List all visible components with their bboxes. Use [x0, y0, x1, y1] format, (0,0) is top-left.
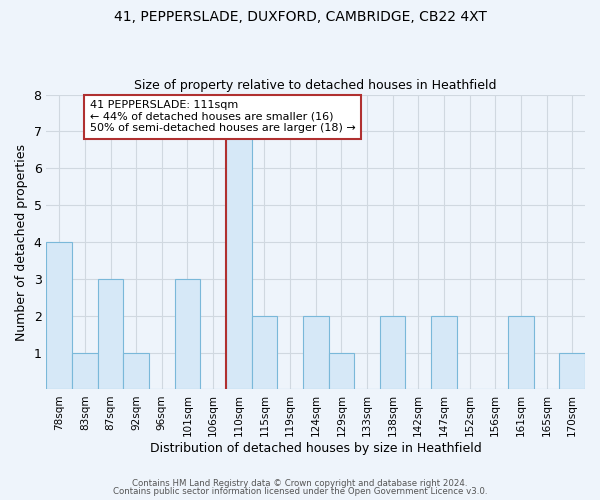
Bar — [98, 279, 124, 390]
Bar — [559, 352, 585, 390]
Bar — [72, 352, 98, 390]
Bar — [175, 279, 200, 390]
Bar — [124, 352, 149, 390]
Bar — [508, 316, 534, 390]
Bar — [226, 132, 251, 390]
Bar — [431, 316, 457, 390]
Bar — [251, 316, 277, 390]
Bar — [380, 316, 406, 390]
Y-axis label: Number of detached properties: Number of detached properties — [15, 144, 28, 340]
Text: 41, PEPPERSLADE, DUXFORD, CAMBRIDGE, CB22 4XT: 41, PEPPERSLADE, DUXFORD, CAMBRIDGE, CB2… — [113, 10, 487, 24]
Bar — [329, 352, 354, 390]
Text: Contains HM Land Registry data © Crown copyright and database right 2024.: Contains HM Land Registry data © Crown c… — [132, 478, 468, 488]
X-axis label: Distribution of detached houses by size in Heathfield: Distribution of detached houses by size … — [150, 442, 482, 455]
Title: Size of property relative to detached houses in Heathfield: Size of property relative to detached ho… — [134, 79, 497, 92]
Bar — [46, 242, 72, 390]
Bar — [303, 316, 329, 390]
Text: 41 PEPPERSLADE: 111sqm
← 44% of detached houses are smaller (16)
50% of semi-det: 41 PEPPERSLADE: 111sqm ← 44% of detached… — [90, 100, 356, 134]
Text: Contains public sector information licensed under the Open Government Licence v3: Contains public sector information licen… — [113, 487, 487, 496]
